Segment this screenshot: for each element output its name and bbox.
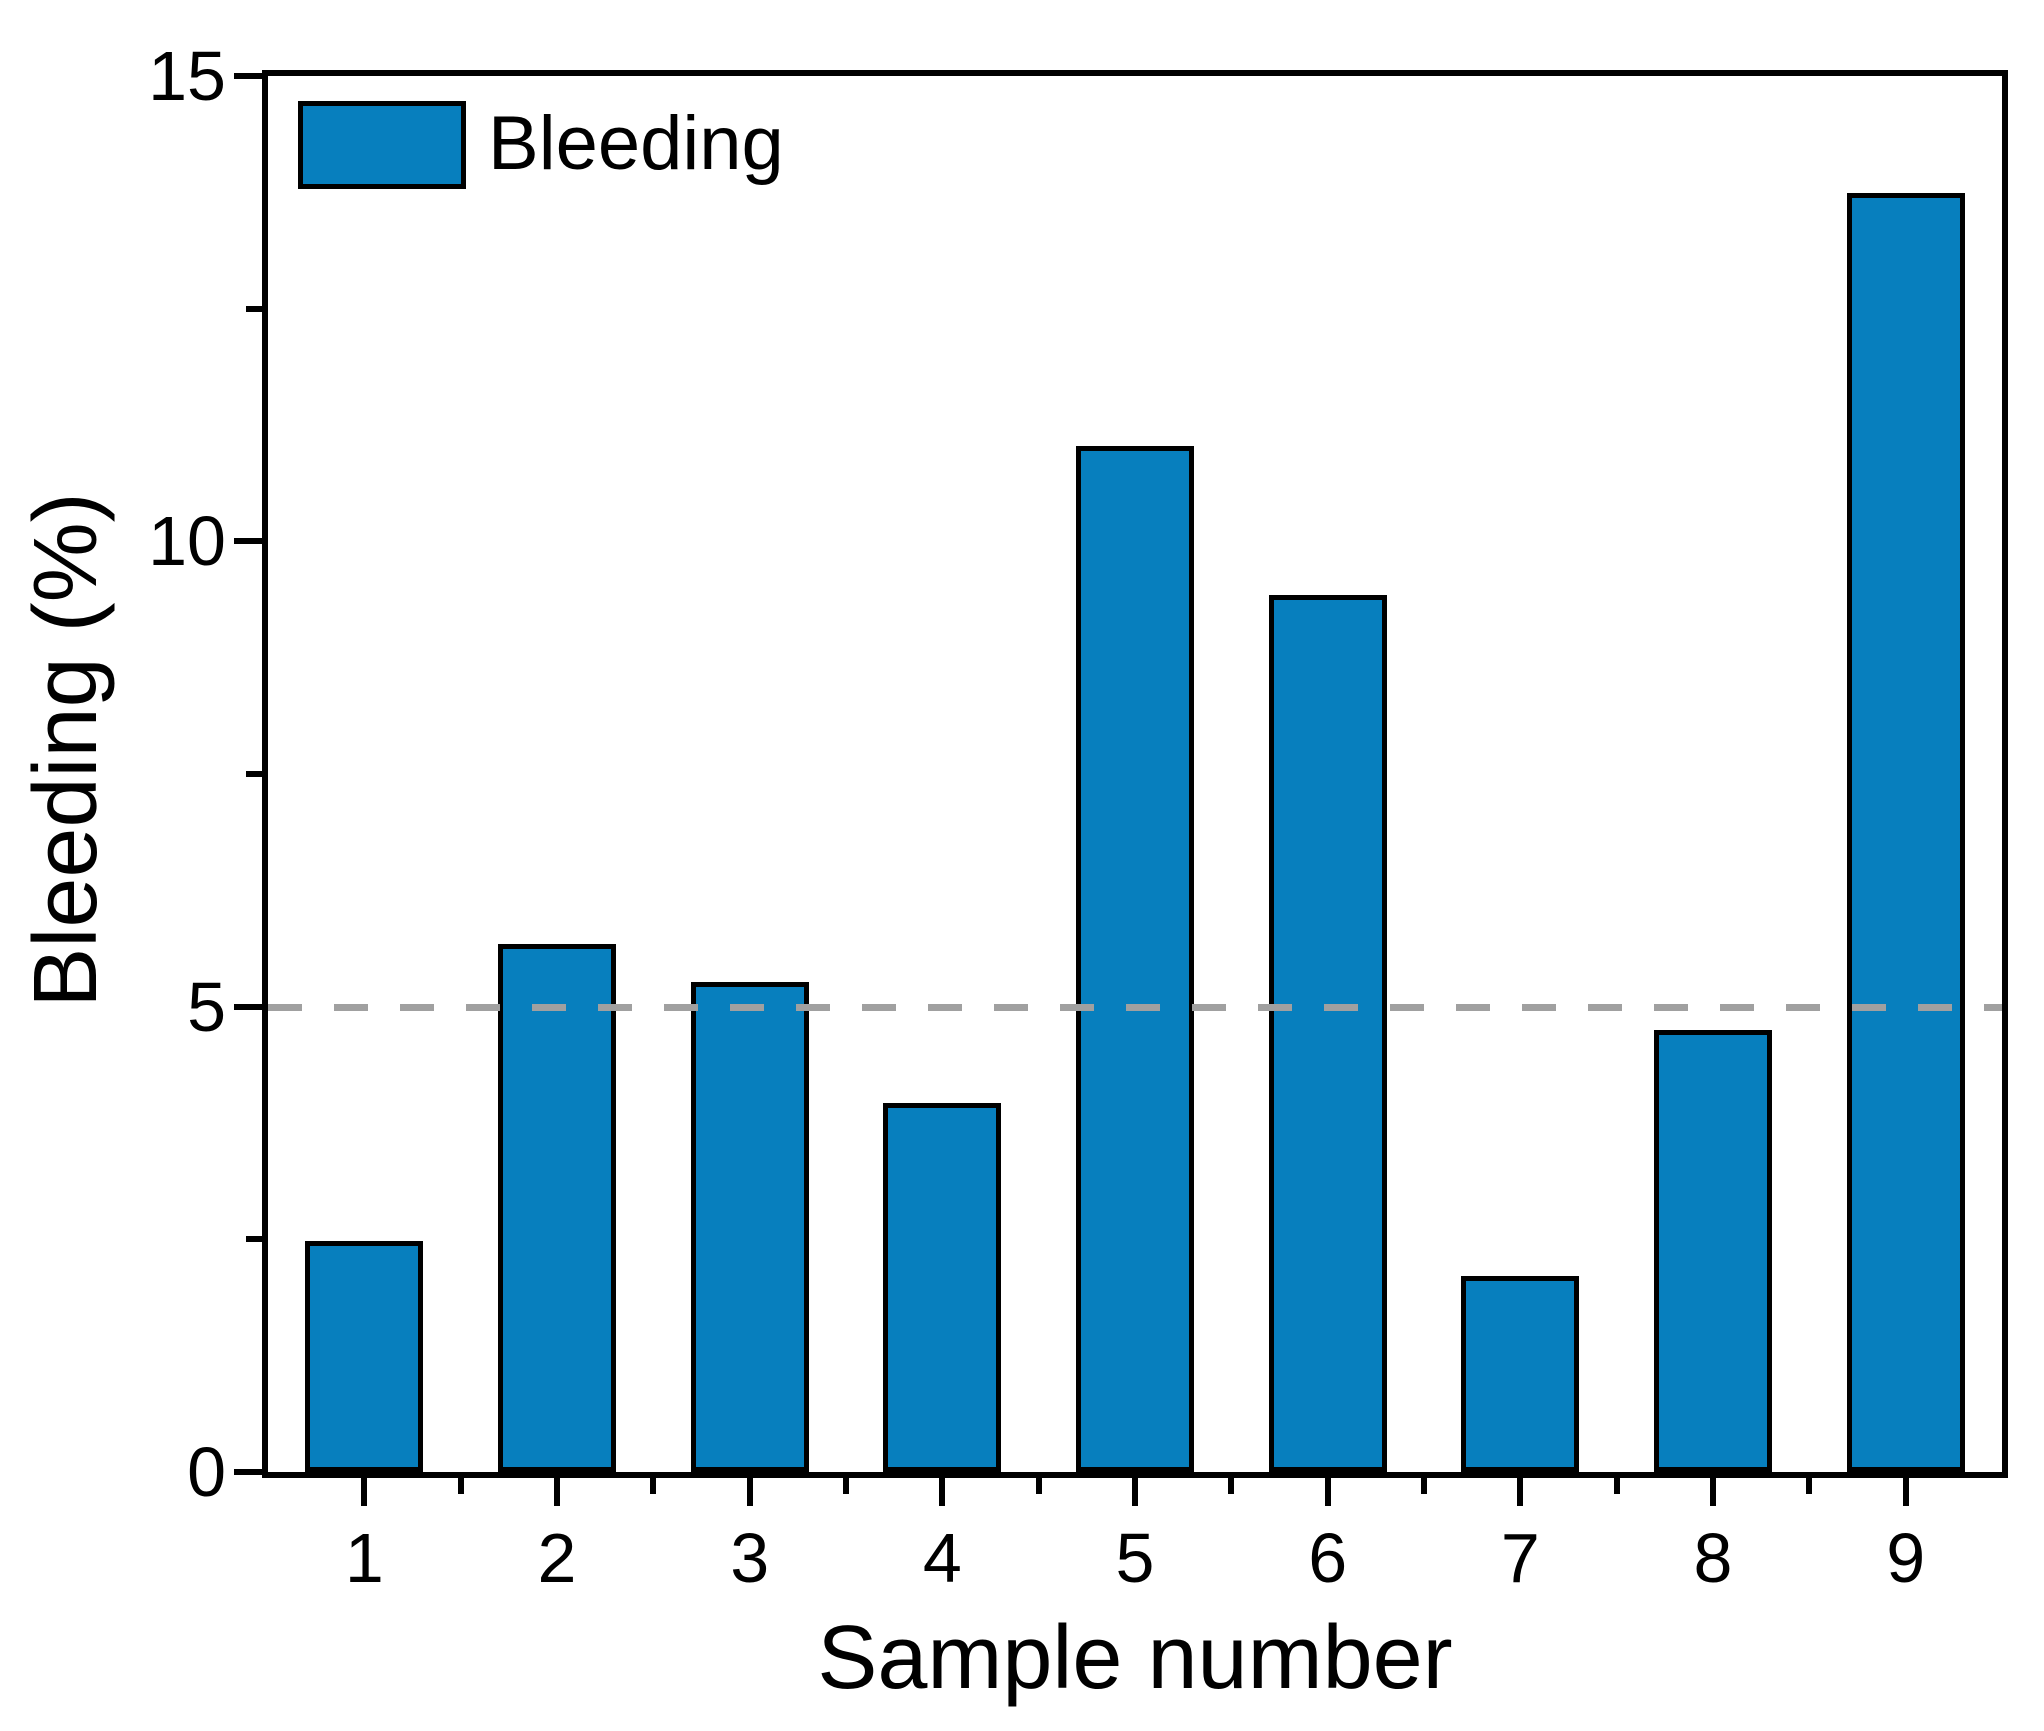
x-tick-label-8: 8 [1693, 1519, 1733, 1597]
bar-sample-6 [1268, 595, 1387, 1472]
x-major-tick-9 [1902, 1478, 1909, 1506]
bar-sample-8 [1654, 1029, 1772, 1472]
y-tick-label-15: 15 [148, 37, 226, 115]
reference-dashed-line [268, 1003, 2002, 1011]
y-major-tick-10 [234, 538, 262, 545]
x-major-tick-7 [1517, 1478, 1524, 1506]
y-major-tick-15 [234, 73, 262, 79]
bar-sample-2 [498, 944, 616, 1472]
x-major-tick-5 [1132, 1478, 1138, 1506]
x-tick-label-7: 7 [1500, 1519, 1540, 1597]
y-minor-tick-0 [246, 1236, 262, 1243]
x-minor-tick-1 [457, 1478, 464, 1494]
x-tick-label-2: 2 [537, 1519, 577, 1597]
y-tick-label-10: 10 [148, 502, 226, 581]
x-major-tick-8 [1710, 1478, 1716, 1506]
x-minor-tick-6 [1421, 1478, 1427, 1494]
legend-swatch [298, 101, 466, 189]
x-major-tick-4 [939, 1478, 946, 1506]
y-axis-title: Bleeding (%) [16, 492, 116, 1008]
x-major-tick-2 [554, 1478, 560, 1506]
y-tick-label-5: 5 [187, 967, 226, 1046]
x-tick-label-3: 3 [730, 1519, 770, 1597]
x-major-tick-1 [361, 1478, 368, 1506]
bar-sample-1 [305, 1241, 424, 1472]
x-minor-tick-3 [843, 1478, 849, 1494]
y-major-tick-5 [234, 1003, 262, 1010]
bar-sample-9 [1846, 193, 1965, 1472]
x-minor-tick-7 [1613, 1478, 1620, 1494]
y-tick-label-0: 0 [187, 1433, 226, 1511]
x-tick-label-6: 6 [1308, 1519, 1348, 1597]
x-tick-label-1: 1 [344, 1519, 384, 1597]
bar-sample-3 [690, 981, 809, 1472]
x-minor-tick-2 [650, 1478, 657, 1494]
x-minor-tick-8 [1806, 1478, 1813, 1494]
legend-label: Bleeding [488, 101, 784, 186]
x-tick-label-9: 9 [1886, 1519, 1926, 1597]
x-axis-title: Sample number [817, 1608, 1453, 1708]
y-minor-tick-2 [246, 305, 262, 312]
x-tick-label-4: 4 [922, 1519, 962, 1597]
x-major-tick-6 [1324, 1478, 1331, 1506]
bar-sample-7 [1461, 1275, 1580, 1472]
x-minor-tick-5 [1228, 1478, 1235, 1494]
x-minor-tick-4 [1035, 1478, 1042, 1494]
y-minor-tick-1 [246, 771, 262, 777]
y-major-tick-0 [234, 1469, 262, 1475]
x-tick-label-5: 5 [1115, 1519, 1155, 1597]
bar-sample-4 [883, 1103, 1002, 1472]
x-major-tick-3 [746, 1478, 753, 1506]
bar-sample-5 [1076, 446, 1194, 1472]
